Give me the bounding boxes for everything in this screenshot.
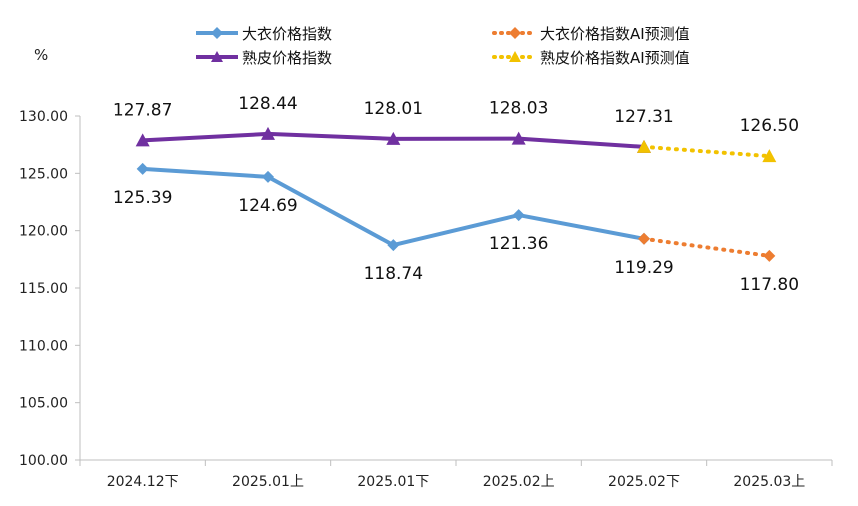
data-point	[512, 209, 525, 222]
data-label: 118.74	[364, 264, 423, 284]
axes	[75, 115, 833, 466]
legend-label-coat-forecast: 大衣价格指数AI预测值	[540, 25, 690, 43]
legend-item-coat-index: 大衣价格指数	[196, 25, 332, 43]
data-label: 119.29	[614, 258, 673, 278]
data-labels: 125.39 124.69 118.74 121.36 119.29 127.87 128.…	[113, 94, 799, 295]
data-label: 127.31	[614, 107, 673, 127]
data-point	[638, 232, 650, 245]
series-line	[642, 236, 772, 258]
y-tick-label: 120.00	[19, 224, 68, 240]
legend-marker-coat-index	[211, 27, 223, 39]
data-label: 126.50	[740, 116, 799, 136]
y-tick-label: 105.00	[19, 396, 68, 412]
data-point	[261, 126, 275, 140]
data-point	[135, 133, 150, 147]
y-tick-labels: 100.00 105.00 110.00 115.00 120.00 125.00 130.…	[19, 109, 68, 469]
data-label: 127.87	[113, 100, 172, 120]
x-tick-label: 2025.03上	[733, 474, 805, 490]
x-tick-label: 2025.01上	[232, 474, 304, 490]
legend-item-leather-index: 熟皮价格指数	[196, 49, 332, 67]
data-label: 117.80	[740, 275, 799, 295]
data-point	[763, 249, 776, 262]
legend-label-leather-index: 熟皮价格指数	[242, 49, 332, 67]
x-tick-label: 2024.12下	[107, 474, 179, 490]
data-label: 128.44	[238, 94, 297, 114]
legend-marker-leather-forecast	[509, 51, 521, 62]
data-label: 124.69	[238, 196, 297, 216]
legend: 大衣价格指数 熟皮价格指数 大衣价格指数AI预测值 熟皮价格指数AI预测值	[196, 25, 690, 67]
legend-marker-leather-index	[211, 51, 223, 62]
data-point	[386, 131, 401, 145]
y-tick-label: 110.00	[19, 338, 68, 354]
legend-item-coat-forecast: 大衣价格指数AI预测值	[492, 25, 690, 43]
series-lines	[142, 131, 772, 258]
data-label: 125.39	[113, 188, 172, 208]
legend-item-leather-forecast: 熟皮价格指数AI预测值	[492, 49, 690, 67]
y-unit-label: %	[34, 46, 48, 64]
data-label: 128.03	[489, 99, 548, 119]
series-markers	[135, 126, 777, 262]
y-tick-label: 125.00	[19, 166, 68, 182]
series-line	[142, 166, 645, 248]
data-point	[762, 149, 777, 163]
legend-marker-coat-forecast	[509, 27, 521, 39]
y-tick-label: 115.00	[19, 281, 68, 297]
data-point	[387, 239, 400, 252]
series-line	[642, 144, 772, 159]
x-tick-label: 2025.01下	[357, 474, 429, 490]
x-tick-label: 2025.02上	[483, 474, 555, 490]
legend-label-coat-index: 大衣价格指数	[242, 25, 332, 43]
data-label: 121.36	[489, 234, 548, 254]
y-tick-label: 100.00	[19, 453, 68, 469]
y-tick-label: 130.00	[19, 109, 68, 125]
data-point	[136, 162, 149, 175]
data-point	[262, 170, 274, 183]
data-label: 128.01	[364, 99, 423, 119]
x-tick-labels: 2024.12下 2025.01上 2025.01下 2025.02上 2025.02下…	[107, 474, 806, 490]
data-point	[511, 131, 526, 145]
x-tick-label: 2025.02下	[608, 474, 680, 490]
data-point	[637, 139, 651, 153]
legend-label-leather-forecast: 熟皮价格指数AI预测值	[540, 49, 690, 67]
